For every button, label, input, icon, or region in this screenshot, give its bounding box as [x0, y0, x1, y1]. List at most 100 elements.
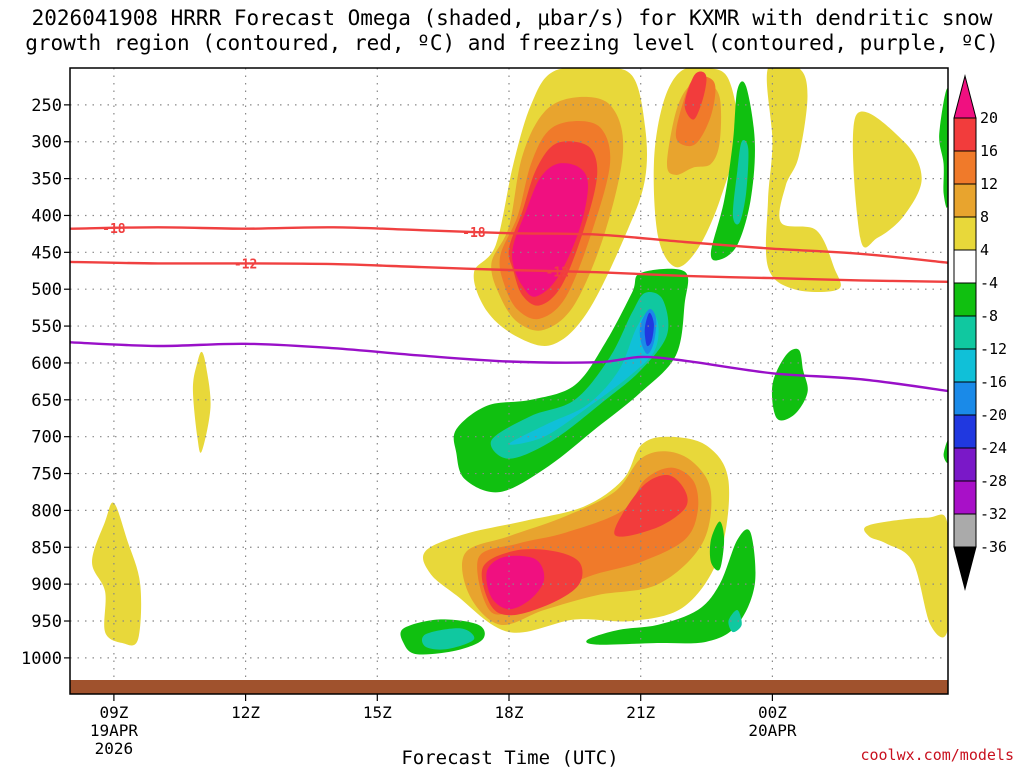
y-tick-label: 450 [31, 243, 62, 263]
y-tick-label: 1000 [21, 649, 62, 669]
colorbar-swatch [953, 249, 977, 284]
colorbar: 20 16 12 8 4 -4 -8 -12 -16 -20 -24 -28 -32 -36 [953, 74, 1007, 591]
omega-shade-16 [684, 71, 707, 120]
x-tick-label: 18Z [495, 703, 524, 722]
x-tick-year: 2026 [95, 739, 134, 758]
x-tick-date: 20APR [748, 721, 797, 740]
colorbar-swatch [953, 381, 977, 416]
colorbar-swatch [953, 315, 977, 350]
colorbar-top-arrow [953, 74, 977, 119]
omega-region-ascent-core-upper [473, 68, 648, 346]
y-tick-label: 600 [31, 354, 62, 374]
y-tick-label: 400 [31, 206, 62, 226]
contour-label: -12 [546, 265, 569, 280]
omega-shade-4 [92, 502, 142, 646]
y-tick-label: 550 [31, 317, 62, 337]
colorbar-swatch [953, 183, 977, 218]
colorbar-label: 8 [980, 208, 989, 226]
colorbar-swatch [953, 216, 977, 251]
colorbar-label: -8 [980, 307, 998, 325]
colorbar-label: -24 [980, 439, 1007, 457]
omega-shade-20 [512, 163, 588, 297]
y-tick-label: 650 [31, 391, 62, 411]
omega-shade--8 [943, 440, 948, 464]
omega-region-ascent-right [92, 68, 948, 646]
chart-title-line-1: 2026041908 HRRR Forecast Omega (shaded, … [31, 6, 993, 30]
x-tick-label: 12Z [231, 703, 260, 722]
colorbar-label: -16 [980, 373, 1007, 391]
colorbar-label: 12 [980, 175, 998, 193]
contour-line [70, 341, 948, 393]
omega-region-descent-mid [453, 268, 689, 493]
x-axis-label: Forecast Time (UTC) [401, 747, 618, 768]
colorbar-swatch [953, 513, 977, 548]
y-tick-label: 300 [31, 133, 62, 153]
y-tick-label: 850 [31, 538, 62, 558]
omega-region-descent-column-23z [710, 81, 755, 261]
y-tick-label: 350 [31, 170, 62, 190]
y-tick-label: 700 [31, 428, 62, 448]
x-tick-label: 21Z [626, 703, 655, 722]
colorbar-bottom-arrow [953, 546, 977, 591]
omega-shade-20 [486, 555, 545, 610]
colorbar-label: -28 [980, 472, 1007, 490]
omega-region-descent-22z-low [586, 529, 756, 645]
colorbar-label: -36 [980, 538, 1007, 556]
omega-shade--24 [644, 312, 654, 347]
omega-shade-4 [864, 514, 948, 638]
omega-shade--12 [732, 140, 749, 225]
y-tick-label: 900 [31, 575, 62, 595]
colorbar-label: -20 [980, 406, 1007, 424]
contour-line [70, 226, 948, 264]
colorbar-label: -4 [980, 274, 998, 292]
colorbar-swatch [953, 348, 977, 383]
colorbar-swatch [953, 414, 977, 449]
omega-shade--8 [771, 348, 808, 421]
contour-line [70, 260, 948, 283]
colorbar-swatch [953, 117, 977, 152]
colorbar-label: 20 [980, 109, 998, 127]
grid-layer [70, 68, 948, 680]
y-tick-label: 950 [31, 612, 62, 632]
omega-shade-4 [192, 351, 211, 453]
omega-shade--8 [710, 81, 755, 261]
omega-shade--12 [490, 292, 669, 459]
chart-title-line-2: growth region (contoured, red, ºC) and f… [25, 31, 999, 55]
colorbar-swatch [953, 447, 977, 482]
omega-shade-16 [614, 474, 688, 537]
x-tick-date: 19APR [90, 721, 139, 740]
y-tick-label: 800 [31, 501, 62, 521]
colorbar-swatch [953, 150, 977, 185]
omega-shade--8 [939, 88, 948, 208]
x-tick-label: 09Z [99, 703, 128, 722]
contour-label: -12 [234, 257, 257, 272]
omega-shade--8 [586, 529, 756, 645]
omega-region-descent-right [709, 88, 948, 571]
omega-shade--12 [728, 609, 742, 633]
colorbar-label: 16 [980, 142, 998, 160]
colorbar-label: -32 [980, 505, 1007, 523]
contour-layer: -18 -18 -12 -12 [70, 222, 948, 393]
omega-shading-layer [92, 68, 948, 655]
x-tick-label: 15Z [363, 703, 392, 722]
omega-region-ascent-tower-22z [653, 68, 738, 268]
omega-region-ascent-lower [422, 436, 730, 633]
omega-region-descent-low [400, 619, 485, 655]
colorbar-label: 4 [980, 241, 989, 259]
contour-label: -18 [102, 222, 126, 237]
colorbar-swatch [953, 282, 977, 317]
colorbar-label: -12 [980, 340, 1007, 358]
y-axis: 250 300 350 400 450 500 550 600 650 700 750 800 850 9… [21, 96, 70, 669]
y-tick-label: 750 [31, 465, 62, 485]
omega-shade--8 [709, 521, 725, 571]
omega-shade-4 [765, 68, 841, 292]
credit-link[interactable]: coolwx.com/models [860, 746, 1014, 764]
x-tick-label: 00Z [758, 703, 787, 722]
chart-title: 2026041908 HRRR Forecast Omega (shaded, … [0, 6, 1024, 56]
colorbar-swatch [953, 480, 977, 515]
omega-shade--12 [421, 628, 475, 650]
y-tick-label: 250 [31, 96, 62, 116]
contour-label: -18 [462, 226, 486, 241]
